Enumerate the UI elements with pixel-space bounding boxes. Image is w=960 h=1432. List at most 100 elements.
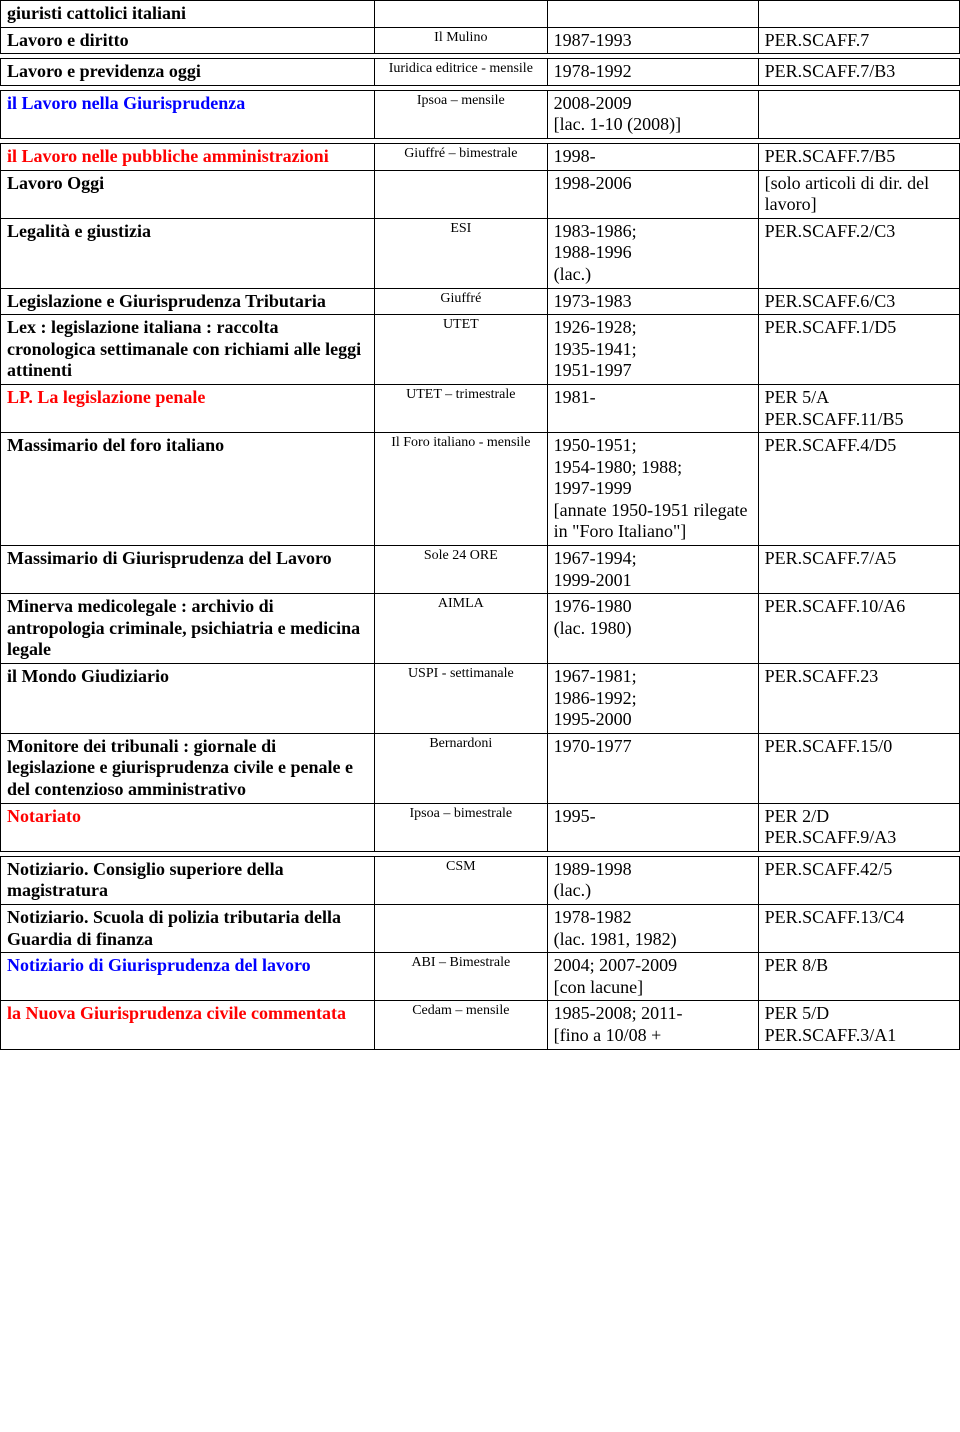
table-cell: 1970-1977 [547,733,758,803]
table-cell: 1978-1992 [547,59,758,86]
table-cell: AIMLA [375,594,548,664]
table-row: il Lavoro nella GiurisprudenzaIpsoa – me… [1,90,960,138]
table-cell: Lavoro e previdenza oggi [1,59,375,86]
table-row: LP. La legislazione penaleUTET – trimest… [1,384,960,432]
table-cell: UTET – trimestrale [375,384,548,432]
table-cell: LP. La legislazione penale [1,384,375,432]
table-cell: 1995- [547,803,758,851]
table-cell: Notiziario. Scuola di polizia tributaria… [1,904,375,952]
table-cell: Giuffré – bimestrale [375,143,548,170]
table-cell: 1998-2006 [547,170,758,218]
table-cell: Lavoro Oggi [1,170,375,218]
table-cell: 2008-2009[lac. 1-10 (2008)] [547,90,758,138]
table-cell: CSM [375,856,548,904]
table-cell: PER.SCAFF.7/B3 [758,59,959,86]
table-cell: Ipsoa – mensile [375,90,548,138]
table-cell: Sole 24 ORE [375,546,548,594]
table-cell: 1967-1994;1999-2001 [547,546,758,594]
table-row: Lex : legislazione italiana : raccolta c… [1,315,960,385]
table-cell: 1926-1928;1935-1941;1951-1997 [547,315,758,385]
table-cell: PER 5/APER.SCAFF.11/B5 [758,384,959,432]
table-cell: Giuffré [375,288,548,315]
table-cell: UTET [375,315,548,385]
table-cell: 2004; 2007-2009[con lacune] [547,953,758,1001]
table-cell: la Nuova Giurisprudenza civile commentat… [1,1001,375,1049]
table-cell: 1983-1986;1988-1996(lac.) [547,218,758,288]
table-row: Notiziario di Giurisprudenza del lavoroA… [1,953,960,1001]
table-cell: PER.SCAFF.2/C3 [758,218,959,288]
table-row: Lavoro e previdenza oggiIuridica editric… [1,59,960,86]
table-cell: 1989-1998(lac.) [547,856,758,904]
table-cell: Massimario di Giurisprudenza del Lavoro [1,546,375,594]
table-cell: PER.SCAFF.6/C3 [758,288,959,315]
table-cell: 1985-2008; 2011-[fino a 10/08 + [547,1001,758,1049]
table-cell [375,1,548,28]
table-cell: 1950-1951;1954-1980; 1988;1997-1999[anna… [547,433,758,546]
table-row: Lavoro e dirittoIl Mulino1987-1993PER.SC… [1,27,960,54]
table-cell: il Lavoro nelle pubbliche amministrazion… [1,143,375,170]
table-cell: PER.SCAFF.23 [758,664,959,734]
table-cell: ESI [375,218,548,288]
table-cell: Legalità e giustizia [1,218,375,288]
table-cell [547,1,758,28]
table-cell: Massimario del foro italiano [1,433,375,546]
table-row: Massimario di Giurisprudenza del LavoroS… [1,546,960,594]
table-cell: Bernardoni [375,733,548,803]
table-row: il Lavoro nelle pubbliche amministrazion… [1,143,960,170]
table-cell: [solo articoli di dir. del lavoro] [758,170,959,218]
table-row: Notiziario. Consiglio superiore della ma… [1,856,960,904]
table-cell [375,904,548,952]
table-row: giuristi cattolici italiani [1,1,960,28]
table-cell: Monitore dei tribunali : giornale di leg… [1,733,375,803]
table-cell: Notiziario. Consiglio superiore della ma… [1,856,375,904]
table-cell: PER.SCAFF.10/A6 [758,594,959,664]
periodicals-table: giuristi cattolici italianiLavoro e diri… [0,0,960,1050]
table-row: Monitore dei tribunali : giornale di leg… [1,733,960,803]
table-cell: il Lavoro nella Giurisprudenza [1,90,375,138]
table-cell: 1987-1993 [547,27,758,54]
table-cell: PER.SCAFF.7 [758,27,959,54]
table-cell: 1981- [547,384,758,432]
table-cell: PER 5/DPER.SCAFF.3/A1 [758,1001,959,1049]
table-row: Legislazione e Giurisprudenza Tributaria… [1,288,960,315]
table-cell: PER.SCAFF.7/B5 [758,143,959,170]
table-cell: 1998- [547,143,758,170]
table-cell: PER.SCAFF.15/0 [758,733,959,803]
table-cell: PER.SCAFF.7/A5 [758,546,959,594]
table-cell: Cedam – mensile [375,1001,548,1049]
table-cell: 1973-1983 [547,288,758,315]
table-cell: USPI - settimanale [375,664,548,734]
table-cell: Lavoro e diritto [1,27,375,54]
table-cell: PER 8/B [758,953,959,1001]
table-row: il Mondo GiudiziarioUSPI - settimanale19… [1,664,960,734]
table-cell [758,1,959,28]
table-row: Notiziario. Scuola di polizia tributaria… [1,904,960,952]
table-cell: Lex : legislazione italiana : raccolta c… [1,315,375,385]
table-cell: Notiziario di Giurisprudenza del lavoro [1,953,375,1001]
table-cell: il Mondo Giudiziario [1,664,375,734]
table-cell: PER.SCAFF.1/D5 [758,315,959,385]
table-row: Minerva medicolegale : archivio di antro… [1,594,960,664]
table-cell: Il Mulino [375,27,548,54]
table-cell: 1978-1982(lac. 1981, 1982) [547,904,758,952]
table-row: Legalità e giustiziaESI1983-1986;1988-19… [1,218,960,288]
table-cell: Legislazione e Giurisprudenza Tributaria [1,288,375,315]
table-cell: PER 2/DPER.SCAFF.9/A3 [758,803,959,851]
table-cell: Il Foro italiano - mensile [375,433,548,546]
table-row: Lavoro Oggi 1998-2006[solo articoli di di… [1,170,960,218]
table-row: la Nuova Giurisprudenza civile commentat… [1,1001,960,1049]
table-cell: PER.SCAFF.42/5 [758,856,959,904]
table-cell: giuristi cattolici italiani [1,1,375,28]
table-row: NotariatoIpsoa – bimestrale1995-PER 2/DP… [1,803,960,851]
table-cell: Ipsoa – bimestrale [375,803,548,851]
table-cell: PER.SCAFF.13/C4 [758,904,959,952]
table-cell: PER.SCAFF.4/D5 [758,433,959,546]
table-cell: Minerva medicolegale : archivio di antro… [1,594,375,664]
table-cell: 1967-1981;1986-1992;1995-2000 [547,664,758,734]
table-cell: Iuridica editrice - mensile [375,59,548,86]
table-cell: Notariato [1,803,375,851]
table-row: Massimario del foro italianoIl Foro ital… [1,433,960,546]
table-cell [375,170,548,218]
table-cell: ABI – Bimestrale [375,953,548,1001]
table-cell: 1976-1980(lac. 1980) [547,594,758,664]
